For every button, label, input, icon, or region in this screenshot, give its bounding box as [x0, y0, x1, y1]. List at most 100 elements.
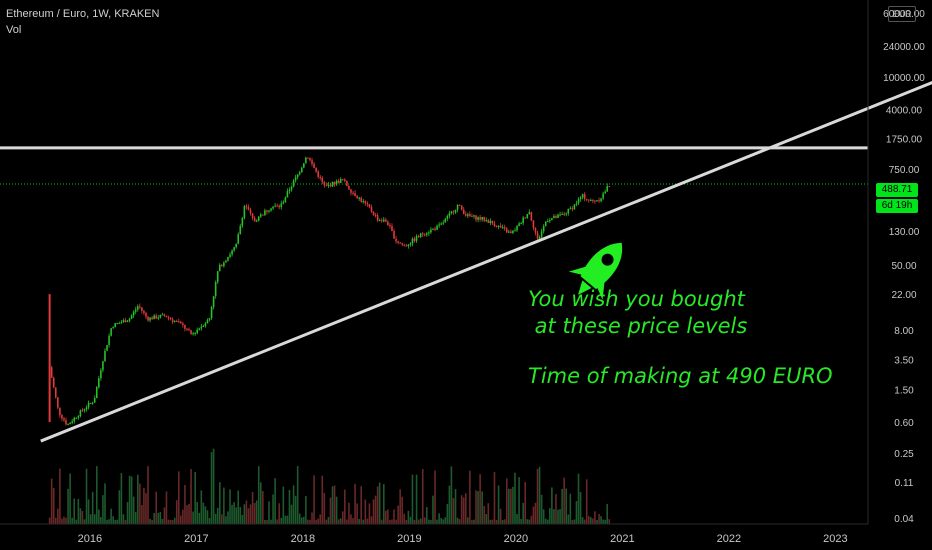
volume-bar [444, 517, 447, 524]
volume-bar [93, 514, 96, 524]
candle-body [391, 226, 393, 231]
volume-bar [546, 519, 549, 524]
candle-body [428, 232, 430, 234]
candle-body [319, 176, 322, 178]
volume-bar [483, 505, 486, 524]
candle-body [512, 230, 514, 234]
candle-body [540, 231, 543, 238]
candle-body [313, 163, 315, 168]
volume-bar [251, 492, 254, 524]
candle-body [426, 233, 428, 235]
rocket-icon [568, 242, 623, 300]
volume-bar [259, 482, 262, 524]
candle-body [243, 206, 246, 219]
volume-bar [346, 519, 348, 524]
candle-body [165, 315, 168, 318]
candle-body [192, 333, 194, 335]
trend-line[interactable] [40, 81, 932, 443]
candle-body [393, 230, 395, 239]
candle-body [335, 180, 338, 185]
volume-bar [73, 498, 76, 524]
volume-bar [397, 505, 399, 524]
candle-body [85, 407, 88, 410]
candle-body [505, 228, 508, 233]
candle-body [448, 213, 451, 216]
candle-body [452, 211, 455, 213]
candle-body [376, 215, 379, 221]
candle-body [358, 197, 360, 199]
time-tick-label: 2023 [823, 533, 847, 545]
candle-body [233, 247, 235, 251]
volume-bar [296, 466, 299, 524]
volume-bar [241, 514, 244, 524]
volume-bar [467, 517, 469, 524]
volume-bar [423, 517, 426, 524]
candle-body [325, 185, 328, 187]
candle-body [321, 177, 324, 182]
price-axis[interactable]: 140000.0060000.0024000.0010000.004000.00… [880, 0, 928, 525]
candle-body [397, 241, 399, 243]
volume-bar [522, 502, 524, 524]
volume-bar [458, 519, 461, 524]
candle-body [395, 238, 397, 242]
currency-button[interactable]: EUR [888, 6, 916, 22]
volume-bar [79, 508, 82, 524]
volume-bar [401, 496, 404, 524]
candle-body [108, 335, 110, 346]
candle-body [458, 204, 461, 206]
volume-bar [356, 503, 358, 524]
volume-bar [128, 475, 131, 524]
volume-bar [112, 516, 114, 524]
volume-bar [411, 474, 414, 524]
candle-body [436, 225, 438, 230]
price-tick-label: 130.00 [889, 227, 920, 238]
volume-bar [317, 518, 319, 524]
candle-body [294, 177, 297, 181]
time-axis[interactable]: 2016 2017 2018 2019 2020 2021 2022 2023 [78, 533, 848, 545]
candle-body [329, 184, 332, 187]
volume-bar [309, 519, 311, 524]
candle-body [266, 210, 268, 212]
candle-body [464, 214, 467, 216]
volume-bar [331, 486, 334, 524]
volume-bar [372, 499, 375, 524]
volume-bar [350, 514, 352, 524]
candle-body [303, 163, 305, 168]
candle-body [569, 208, 572, 210]
volume-bar [75, 519, 78, 524]
candle-body [401, 243, 404, 245]
candle-body [553, 216, 555, 219]
candle-body [227, 257, 229, 261]
candle-body [225, 260, 227, 263]
candle-body [89, 402, 92, 404]
volume-label: Vol [6, 24, 22, 36]
volume-bar [426, 507, 428, 524]
annotation-line-2: at these price levels [528, 314, 748, 338]
volume-bar [438, 513, 440, 524]
candle-body [559, 214, 561, 216]
volume-bar [428, 519, 430, 524]
volume-bar [177, 471, 180, 524]
volume-bar [153, 513, 155, 524]
annotation-line-3: Time of making at 490 EURO [528, 364, 833, 388]
volume-bar [180, 515, 182, 524]
candle-body [159, 315, 162, 318]
volume-bar [526, 519, 529, 524]
volume-bar [532, 506, 535, 524]
volume-bar [141, 504, 143, 524]
candle-body [311, 160, 313, 164]
volume-bar [540, 494, 543, 524]
volume-bar [374, 495, 377, 524]
volume-bar [227, 511, 229, 524]
candle-body [317, 171, 319, 177]
candle-body [518, 223, 520, 226]
volume-bar [85, 468, 88, 524]
volume-bar [243, 504, 246, 524]
volume-bar [471, 519, 473, 524]
candle-body [288, 189, 291, 192]
volume-bar [327, 517, 330, 524]
candle-body [575, 203, 578, 205]
volume-bar [116, 519, 119, 524]
time-tick-label: 2021 [610, 533, 634, 545]
